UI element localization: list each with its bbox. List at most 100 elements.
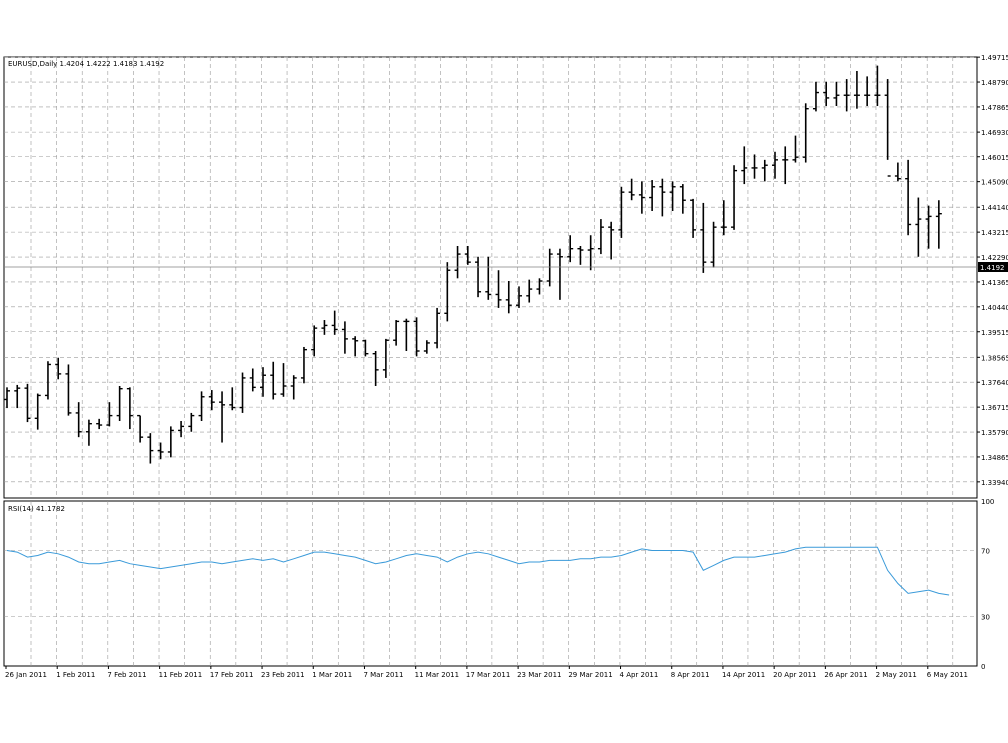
- current-price-text: 1.4192: [980, 264, 1005, 272]
- ohlc-bar: [116, 386, 123, 421]
- ohlc-bar: [864, 76, 871, 106]
- ohlc-bar: [925, 205, 932, 249]
- ohlc-bar: [454, 246, 461, 279]
- time-axis: 26 Jan 2011 1 Feb 2011 7 Feb 2011 11 Feb 20…: [5, 666, 968, 679]
- ohlc-bar: [403, 318, 410, 351]
- ohlc-bar: [567, 235, 574, 263]
- ohlc-bar: [423, 340, 430, 354]
- ohlc-bar: [413, 317, 420, 357]
- time-tick-label: 1 Mar 2011: [312, 671, 352, 679]
- ohlc-bar: [157, 442, 164, 460]
- ohlc-bar: [638, 181, 645, 214]
- price-tick-label: 1.35790: [981, 429, 1008, 437]
- time-tick-label: 1 Feb 2011: [56, 671, 95, 679]
- rsi-tick-label: 30: [981, 614, 990, 622]
- ohlc-bar: [382, 338, 389, 378]
- ohlc-bar: [55, 357, 62, 380]
- current-price-tag: [978, 262, 1008, 272]
- price-header-label: EURUSD,Daily 1.4204 1.4222 1.4183 1.4192: [8, 60, 164, 68]
- price-tick-label: 1.46015: [981, 154, 1008, 162]
- ohlc-bar: [352, 336, 359, 357]
- ohlc-bar: [75, 402, 82, 438]
- rsi-tick-label: 70: [981, 548, 990, 556]
- ohlc-bar: [556, 248, 563, 300]
- ohlc-bar: [300, 346, 307, 384]
- ohlc-bar: [823, 81, 830, 106]
- ohlc-bar: [229, 387, 236, 411]
- price-tick-label: 1.49715: [981, 54, 1008, 62]
- ohlc-bar: [720, 200, 727, 236]
- ohlc-bar: [65, 364, 72, 416]
- rsi-line: [6, 546, 950, 596]
- ohlc-bar: [761, 159, 768, 182]
- time-tick-label: 7 Mar 2011: [363, 671, 403, 679]
- ohlc-bar: [137, 414, 144, 443]
- time-tick-label: 26 Apr 2011: [824, 671, 867, 679]
- ohlc-bar: [679, 184, 686, 214]
- ohlc-bar: [874, 65, 881, 106]
- ohlc-bar: [34, 393, 41, 430]
- time-tick-label: 29 Mar 2011: [568, 671, 612, 679]
- price-tick-label: 1.34865: [981, 454, 1008, 462]
- price-tick-label: 1.45090: [981, 179, 1008, 187]
- ohlc-bar: [751, 154, 758, 179]
- price-tick-label: 1.39515: [981, 329, 1008, 337]
- ohlc-bar: [772, 151, 778, 179]
- price-tick-label: 1.48790: [981, 79, 1008, 87]
- ohlc-bar: [802, 103, 809, 163]
- rsi-pane-frame: [3, 500, 978, 667]
- ohlc-bar: [526, 279, 533, 303]
- rsi-axis: 100 70 30 0: [981, 498, 994, 671]
- price-tick-label: 1.37640: [981, 379, 1008, 387]
- price-tick-label: 1.43215: [981, 229, 1008, 237]
- rsi-tick-label: 100: [981, 498, 994, 506]
- rsi-label: RSI(14) 41.1782: [8, 505, 65, 513]
- time-tick-label: 23 Mar 2011: [517, 671, 561, 679]
- ohlc-bar: [280, 363, 287, 397]
- ohlc-bar: [618, 186, 625, 238]
- price-tick-label: 1.44140: [981, 204, 1008, 212]
- ohlc-bar: [85, 419, 92, 446]
- time-tick-label: 17 Mar 2011: [466, 671, 510, 679]
- ohlc-bar: [341, 321, 348, 354]
- ohlc-bar: [485, 256, 492, 300]
- ohlc-bar: [536, 278, 543, 295]
- ohlc-bar: [608, 221, 615, 260]
- time-tick-label: 6 May 2011: [927, 671, 968, 679]
- ohlc-bar: [106, 402, 113, 427]
- ohlc-bar: [393, 320, 400, 346]
- ohlc-bar: [167, 426, 174, 458]
- time-tick-label: 26 Jan 2011: [5, 671, 47, 679]
- time-tick-label: 2 May 2011: [876, 671, 917, 679]
- ohlc-bar: [14, 384, 21, 409]
- ohlc-bar: [321, 320, 328, 335]
- rsi-tick-label: 0: [981, 663, 985, 671]
- price-axis: 1.49715 1.48790 1.47865 1.46930 1.46015 1.450…: [977, 54, 1008, 487]
- ohlc-bar: [24, 383, 31, 423]
- ohlc-bar: [587, 235, 594, 271]
- ohlc-bar: [208, 390, 215, 411]
- ohlc-bar: [782, 146, 789, 185]
- ohlc-bar: [915, 197, 922, 257]
- ohlc-bar: [290, 375, 297, 400]
- ohlc-bar: [843, 79, 850, 112]
- ohlc-bar: [4, 387, 10, 409]
- price-tick-label: 1.41365: [981, 279, 1008, 287]
- time-tick-label: 23 Feb 2011: [261, 671, 305, 679]
- ohlc-bar: [270, 361, 277, 400]
- ohlc-bar: [126, 387, 133, 430]
- ohlc-bar: [198, 391, 205, 421]
- ohlc-bar: [178, 421, 185, 438]
- ohlc-bar: [792, 135, 799, 163]
- ohlc-bar: [577, 246, 584, 265]
- ohlc-bar: [434, 307, 441, 349]
- price-tick-label: 1.46930: [981, 129, 1008, 137]
- ohlc-bar: [884, 79, 891, 177]
- ohlc-bar: [362, 339, 369, 357]
- ohlc-bar: [690, 198, 697, 238]
- ohlc-bar: [741, 146, 748, 185]
- time-tick-label: 14 Apr 2011: [722, 671, 765, 679]
- ohlc-bar: [628, 178, 635, 201]
